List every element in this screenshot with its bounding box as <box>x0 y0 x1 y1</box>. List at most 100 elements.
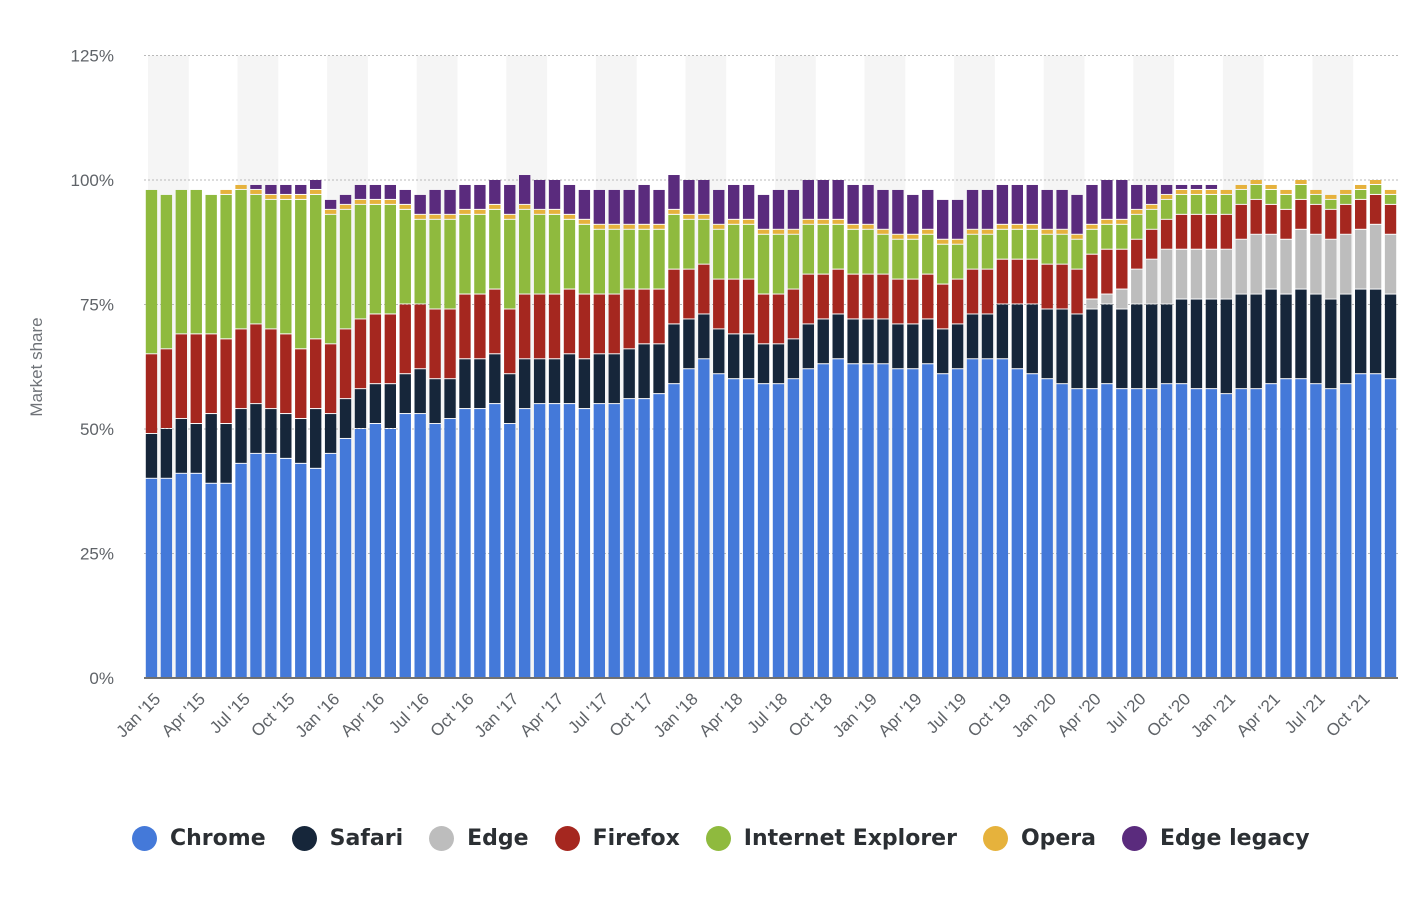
bar-segment-edge-legacy[interactable] <box>578 189 591 219</box>
bar-segment-opera[interactable] <box>847 224 859 229</box>
bar-segment-firefox[interactable] <box>533 294 546 359</box>
bar-segment-firefox[interactable] <box>220 339 232 424</box>
bar-segment-internet-explorer[interactable] <box>1041 234 1053 264</box>
bar-segment-opera[interactable] <box>1101 219 1113 224</box>
bar-segment-internet-explorer[interactable] <box>429 219 441 309</box>
bar-segment-edge-legacy[interactable] <box>966 189 979 229</box>
bar-segment-safari[interactable] <box>1131 304 1143 389</box>
bar-segment-opera[interactable] <box>339 204 352 209</box>
bar-segment-chrome[interactable] <box>369 424 382 677</box>
bar-stack[interactable] <box>862 184 874 677</box>
bar-segment-safari[interactable] <box>1205 299 1218 389</box>
bar-segment-opera[interactable] <box>1175 189 1188 194</box>
bar-segment-chrome[interactable] <box>145 478 158 677</box>
bar-segment-firefox[interactable] <box>1235 204 1247 239</box>
bar-segment-safari[interactable] <box>563 354 576 404</box>
bar-segment-chrome[interactable] <box>638 399 650 677</box>
bar-segment-safari[interactable] <box>1384 294 1397 379</box>
bar-segment-safari[interactable] <box>937 329 949 374</box>
bar-segment-safari[interactable] <box>339 399 352 438</box>
bar-segment-opera[interactable] <box>369 199 382 204</box>
bar-segment-internet-explorer[interactable] <box>742 224 755 279</box>
bar-segment-chrome[interactable] <box>892 369 904 677</box>
bar-segment-safari[interactable] <box>668 324 680 384</box>
bar-segment-chrome[interactable] <box>414 414 426 677</box>
bar-segment-safari[interactable] <box>175 419 187 473</box>
legend-item-edge[interactable]: Edge <box>429 826 529 851</box>
bar-segment-edge[interactable] <box>1160 249 1173 304</box>
bar-segment-firefox[interactable] <box>683 269 695 319</box>
bar-segment-opera[interactable] <box>1250 180 1262 184</box>
bar-segment-edge-legacy[interactable] <box>1086 184 1098 224</box>
bar-segment-firefox[interactable] <box>1086 254 1098 299</box>
bar-segment-opera[interactable] <box>414 214 426 219</box>
bar-segment-internet-explorer[interactable] <box>668 214 680 269</box>
bar-segment-opera[interactable] <box>951 239 964 244</box>
bar-segment-internet-explorer[interactable] <box>384 204 396 314</box>
bar-stack[interactable] <box>1325 194 1337 677</box>
bar-segment-internet-explorer[interactable] <box>1101 224 1113 249</box>
bar-segment-firefox[interactable] <box>608 294 620 354</box>
bar-stack[interactable] <box>414 194 426 677</box>
bar-segment-chrome[interactable] <box>802 369 814 677</box>
bar-segment-firefox[interactable] <box>757 294 770 344</box>
bar-stack[interactable] <box>489 180 501 677</box>
bar-segment-chrome[interactable] <box>1056 384 1068 677</box>
bar-segment-opera[interactable] <box>787 229 800 234</box>
bar-segment-internet-explorer[interactable] <box>1310 194 1322 204</box>
bar-stack[interactable] <box>459 184 471 677</box>
bar-segment-firefox[interactable] <box>145 354 158 433</box>
bar-segment-chrome[interactable] <box>742 379 755 677</box>
bar-segment-internet-explorer[interactable] <box>638 229 650 289</box>
bar-segment-chrome[interactable] <box>1101 384 1113 677</box>
bar-stack[interactable] <box>757 194 770 677</box>
bar-stack[interactable] <box>1220 189 1232 677</box>
bar-segment-edge-legacy[interactable] <box>1026 184 1038 224</box>
bar-segment-chrome[interactable] <box>1116 389 1128 677</box>
bar-stack[interactable] <box>877 189 889 677</box>
bar-segment-chrome[interactable] <box>1131 389 1143 677</box>
bar-segment-opera[interactable] <box>235 184 247 189</box>
bar-segment-edge-legacy[interactable] <box>369 184 382 199</box>
bar-segment-safari[interactable] <box>399 374 411 414</box>
bar-segment-chrome[interactable] <box>429 424 441 677</box>
bar-segment-internet-explorer[interactable] <box>623 229 635 289</box>
bar-segment-safari[interactable] <box>907 324 919 369</box>
bar-segment-safari[interactable] <box>817 319 829 364</box>
bar-segment-edge[interactable] <box>1280 239 1292 294</box>
bar-segment-chrome[interactable] <box>1146 389 1158 677</box>
bar-segment-chrome[interactable] <box>996 359 1009 677</box>
bar-segment-edge-legacy[interactable] <box>832 180 844 219</box>
bar-segment-edge[interactable] <box>1325 239 1337 299</box>
bar-segment-safari[interactable] <box>324 414 337 453</box>
bar-segment-safari[interactable] <box>922 319 934 364</box>
bar-segment-opera[interactable] <box>1355 184 1367 189</box>
bar-segment-edge-legacy[interactable] <box>1101 180 1113 219</box>
bar-segment-chrome[interactable] <box>250 453 262 677</box>
bar-segment-opera[interactable] <box>220 189 232 194</box>
bar-segment-opera[interactable] <box>907 234 919 239</box>
bar-segment-safari[interactable] <box>1011 304 1023 369</box>
bar-stack[interactable] <box>205 194 217 677</box>
bar-segment-edge-legacy[interactable] <box>519 175 531 204</box>
bar-segment-safari[interactable] <box>459 359 471 409</box>
bar-segment-edge-legacy[interactable] <box>1011 184 1023 224</box>
bar-segment-edge[interactable] <box>1205 249 1218 299</box>
bar-segment-firefox[interactable] <box>623 289 635 349</box>
bar-segment-edge-legacy[interactable] <box>1071 194 1083 234</box>
bar-segment-firefox[interactable] <box>802 274 814 324</box>
bar-segment-safari[interactable] <box>519 359 531 409</box>
bar-segment-internet-explorer[interactable] <box>1325 199 1337 209</box>
bar-segment-internet-explorer[interactable] <box>339 209 352 329</box>
bar-segment-edge-legacy[interactable] <box>563 184 576 214</box>
bar-segment-edge[interactable] <box>1235 239 1247 294</box>
bar-segment-internet-explorer[interactable] <box>1026 229 1038 259</box>
bar-segment-opera[interactable] <box>638 224 650 229</box>
bar-segment-opera[interactable] <box>862 224 874 229</box>
bar-segment-internet-explorer[interactable] <box>981 234 994 269</box>
bar-segment-safari[interactable] <box>145 433 158 478</box>
bar-segment-opera[interactable] <box>1235 184 1247 189</box>
bar-stack[interactable] <box>1250 180 1262 677</box>
bar-segment-edge-legacy[interactable] <box>444 189 456 214</box>
bar-segment-edge-legacy[interactable] <box>474 184 486 209</box>
